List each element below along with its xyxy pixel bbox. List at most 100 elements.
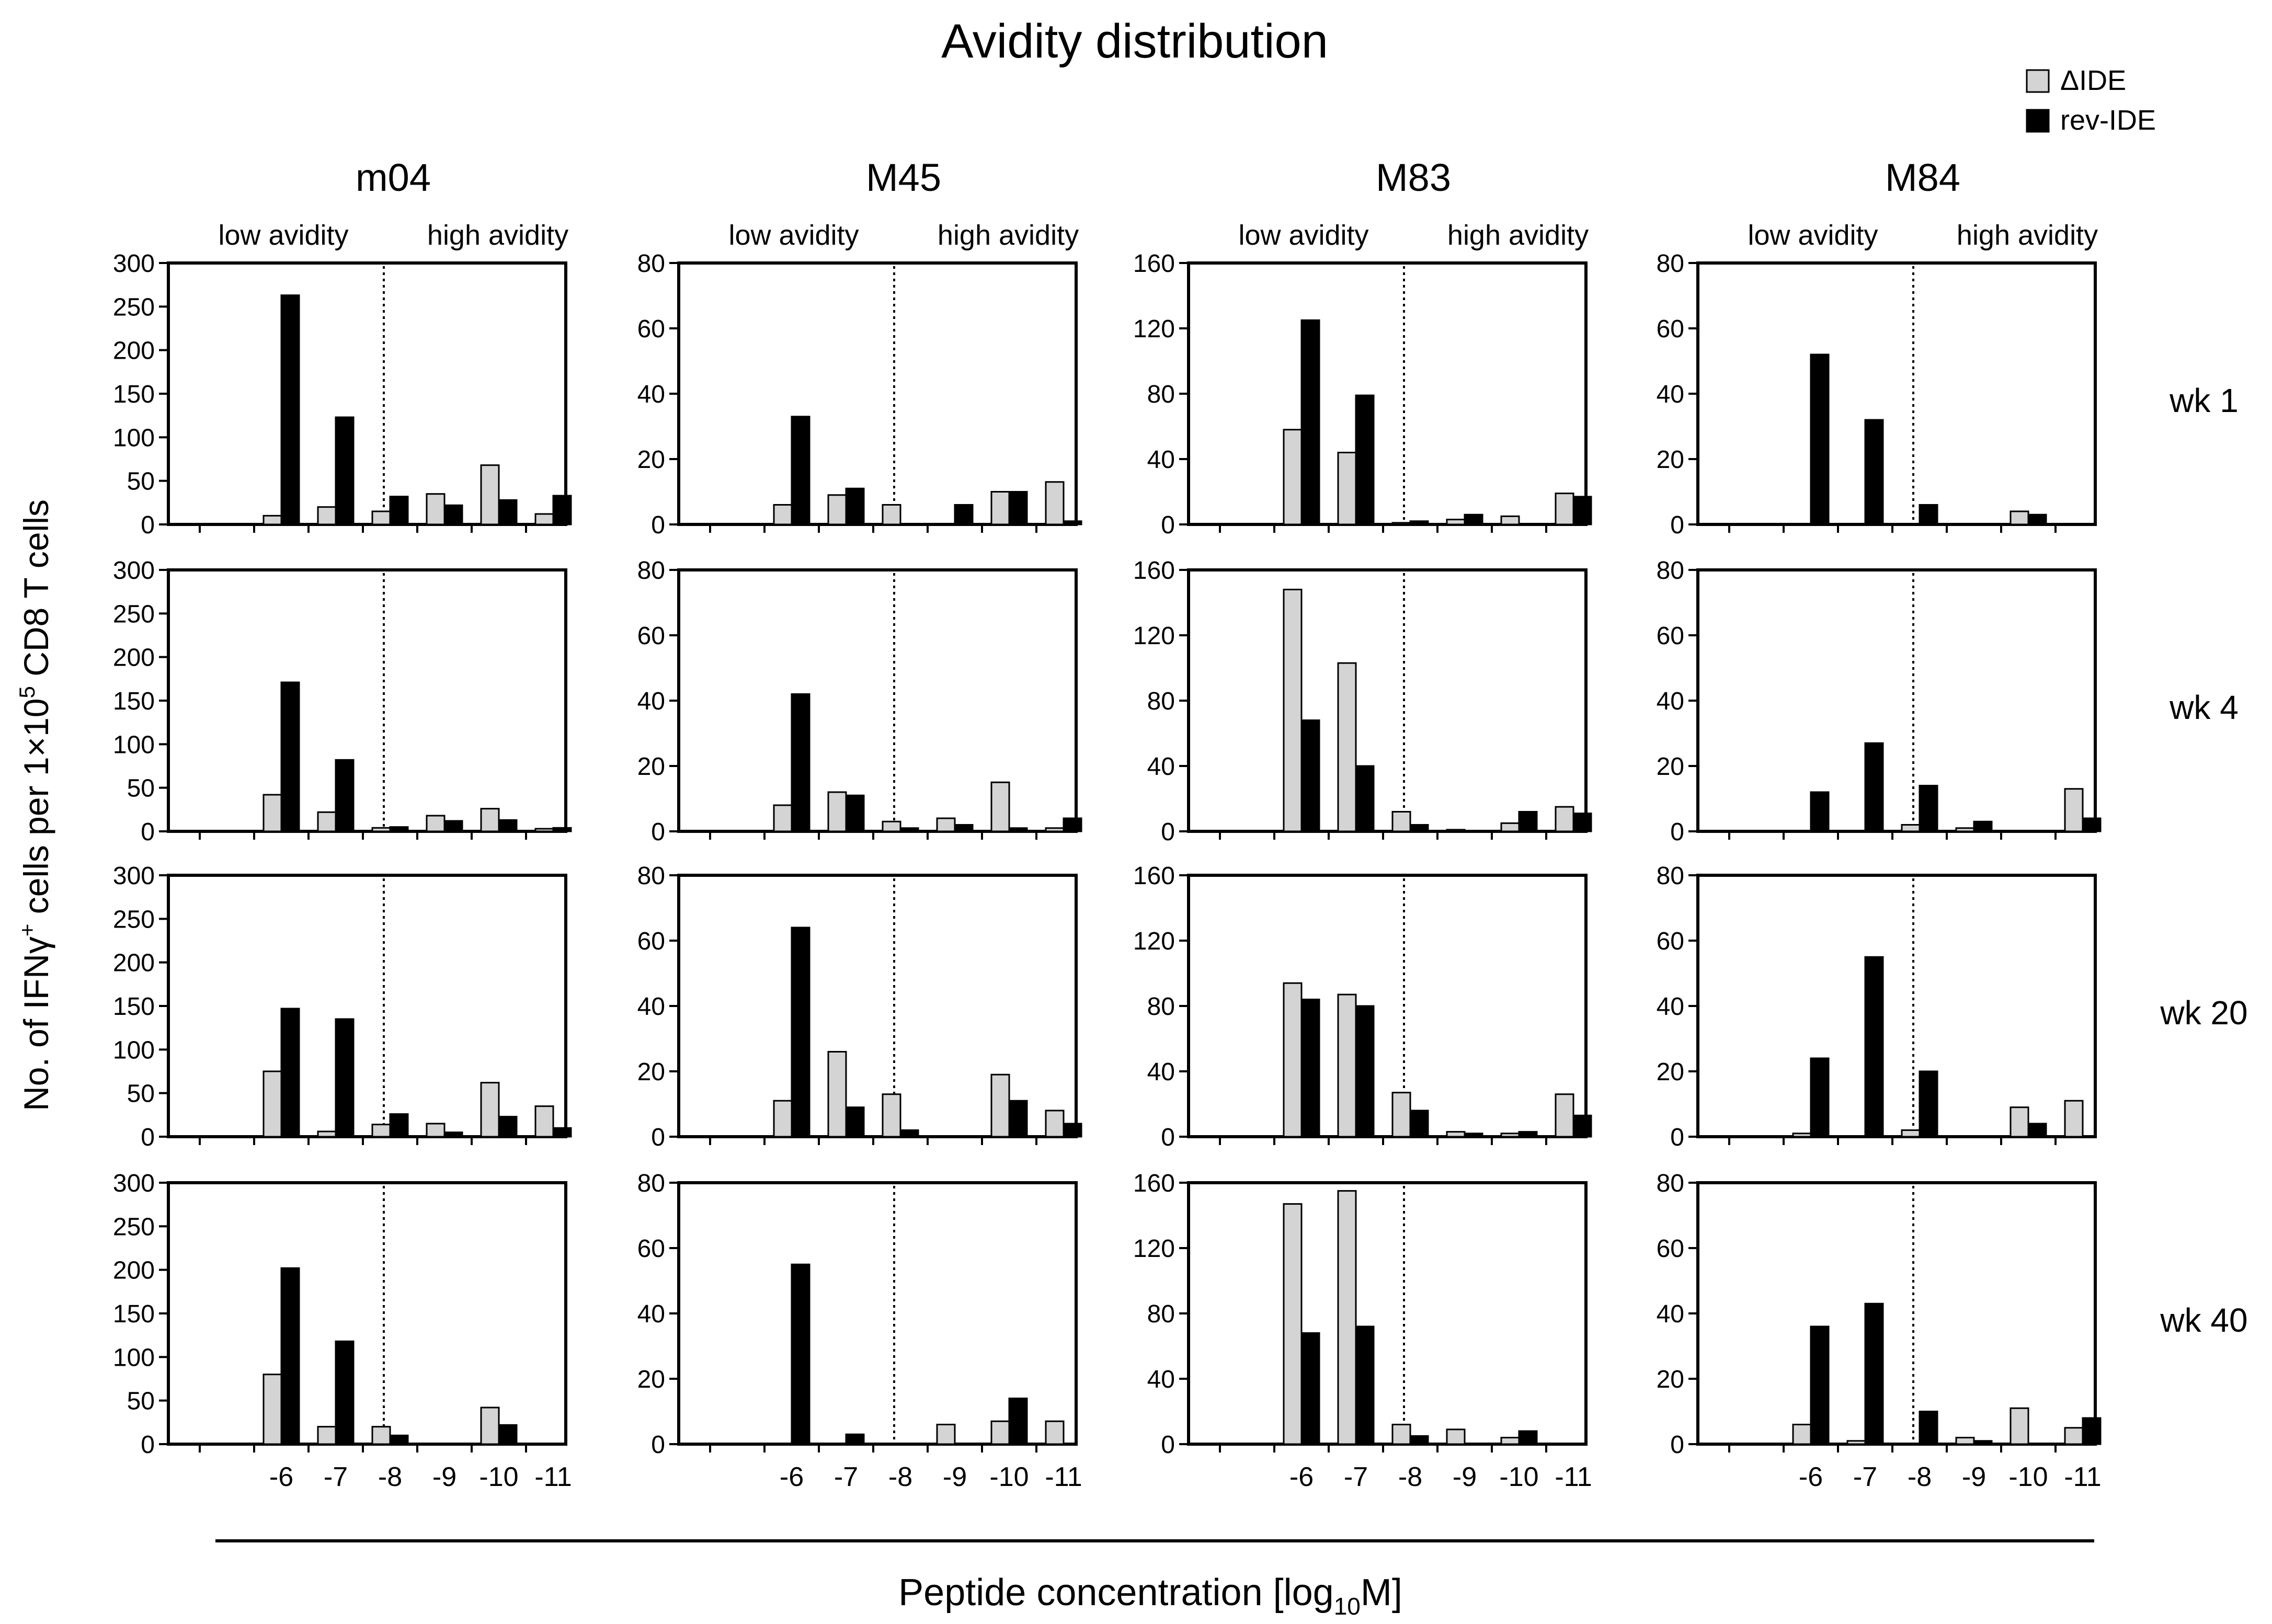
bar-rev-ide-10 — [498, 819, 518, 832]
y-tick-label: 40 — [637, 1300, 665, 1328]
bar-rev-ide-8 — [1919, 1411, 1938, 1445]
y-tick-label: 40 — [637, 381, 665, 408]
panel-frame — [167, 874, 567, 1138]
bar-delta-ide-7 — [317, 811, 337, 832]
y-tick-label: 300 — [113, 1170, 155, 1197]
bar-delta-ide-11 — [2064, 1100, 2084, 1138]
bar-delta-ide-6 — [262, 1374, 282, 1445]
bar-rev-ide-8 — [1919, 504, 1938, 525]
x-tick-label-8: -8 — [1908, 1462, 1932, 1492]
panel-frame — [677, 261, 1078, 526]
panel-frame — [1187, 261, 1588, 526]
column-title-m04: m04 — [356, 156, 431, 199]
y-tick-label: 0 — [141, 511, 155, 539]
y-tick-label: 120 — [1133, 928, 1175, 955]
bar-delta-ide-6 — [1283, 1203, 1303, 1445]
bar-rev-ide-6 — [1300, 319, 1320, 525]
x-tick-label-7: -7 — [834, 1462, 858, 1492]
bar-rev-ide-7 — [335, 416, 355, 525]
x-tick-label-9: -9 — [1453, 1462, 1477, 1492]
x-tick-label-11: -11 — [1045, 1462, 1082, 1492]
y-tick-label: 120 — [1133, 1235, 1175, 1263]
row-label-wk-4: wk 4 — [2169, 689, 2239, 726]
bar-rev-ide-10 — [1008, 491, 1028, 525]
bar-delta-ide-6 — [773, 504, 793, 525]
panel-m83-wk-40: 0 40 80 120 160 -6 -7 -8 -9 -10 -11 — [1133, 1170, 1592, 1492]
bar-rev-ide-10 — [1008, 827, 1028, 832]
bar-delta-ide-10 — [2010, 510, 2029, 525]
bar-rev-ide-7 — [845, 794, 865, 832]
bar-rev-ide-11 — [552, 1127, 572, 1138]
bar-rev-ide-8 — [1409, 1110, 1429, 1138]
x-tick-label-9: -9 — [432, 1462, 456, 1492]
bar-delta-ide-7 — [317, 1130, 337, 1138]
bar-delta-ide-11 — [1555, 806, 1574, 832]
bar-rev-ide-7 — [845, 1106, 865, 1138]
bar-delta-ide-10 — [480, 1082, 500, 1138]
bar-delta-ide-11 — [534, 513, 554, 525]
bar-rev-ide-8 — [389, 1113, 409, 1138]
bar-delta-ide-7 — [317, 506, 337, 525]
panel-frame — [1696, 568, 2097, 833]
y-tick-label: 40 — [1657, 993, 1684, 1021]
bar-rev-ide-9 — [443, 504, 463, 525]
bar-rev-ide-7 — [1355, 1325, 1375, 1445]
x-tick-label-8: -8 — [1398, 1462, 1422, 1492]
bar-delta-ide-10 — [990, 491, 1010, 525]
y-tick-label: 40 — [637, 993, 665, 1021]
row-label-wk-40: wk 40 — [2160, 1301, 2247, 1339]
y-tick-label: 60 — [637, 315, 665, 343]
bar-delta-ide-11 — [2064, 1427, 2084, 1445]
bar-delta-ide-11 — [1045, 1420, 1065, 1445]
bar-rev-ide-9 — [954, 504, 974, 525]
bar-rev-ide-7 — [1864, 1302, 1884, 1445]
y-tick-label: 150 — [113, 688, 155, 715]
bar-rev-ide-6 — [1300, 1332, 1320, 1445]
bar-rev-ide-6 — [791, 1263, 810, 1445]
column-title-m83: M83 — [1376, 156, 1451, 199]
y-tick-label: 300 — [113, 862, 155, 890]
bar-delta-ide-7 — [1337, 1190, 1357, 1445]
y-tick-label: 80 — [1147, 993, 1175, 1021]
bar-rev-ide-8 — [389, 826, 409, 832]
y-tick-label: 40 — [1147, 446, 1175, 474]
y-tick-label: 60 — [1657, 1235, 1684, 1263]
bar-rev-ide-6 — [280, 1008, 300, 1138]
y-tick-label: 20 — [637, 446, 665, 474]
y-tick-label: 80 — [1657, 1170, 1684, 1197]
panel-frame — [1696, 874, 2097, 1138]
low-avidity-label: low avidity — [218, 220, 348, 251]
bar-delta-ide-8 — [1391, 1424, 1411, 1445]
bar-delta-ide-11 — [2064, 788, 2084, 832]
y-tick-label: 20 — [1657, 753, 1684, 781]
panel-frame — [677, 874, 1078, 1138]
bar-delta-ide-8 — [1901, 1129, 1921, 1138]
bar-rev-ide-9 — [1973, 1440, 1993, 1445]
bar-delta-ide-9 — [1446, 519, 1466, 525]
y-tick-label: 40 — [637, 688, 665, 715]
x-axis-label: Peptide concentration [log10M] — [898, 1572, 1402, 1620]
y-tick-label: 80 — [1147, 381, 1175, 408]
panel-m45-wk-4: 0 20 40 60 80 — [637, 557, 1082, 846]
low-avidity-label: low avidity — [1238, 220, 1368, 251]
bar-rev-ide-6 — [791, 416, 810, 525]
bar-rev-ide-10 — [1518, 1131, 1538, 1138]
bar-delta-ide-11 — [1555, 1093, 1574, 1138]
bar-rev-ide-10 — [2027, 1123, 2047, 1138]
bar-rev-ide-8 — [389, 496, 409, 525]
y-tick-label: 250 — [113, 600, 155, 628]
y-tick-label: 40 — [1147, 1366, 1175, 1393]
bar-delta-ide-6 — [773, 804, 793, 832]
bar-delta-ide-8 — [371, 1426, 391, 1445]
x-tick-label-11: -11 — [534, 1462, 572, 1492]
y-tick-label: 50 — [127, 775, 155, 803]
bar-rev-ide-9 — [954, 824, 974, 832]
bar-delta-ide-8 — [1391, 811, 1411, 832]
high-avidity-label: high avidity — [1957, 220, 2098, 251]
x-tick-label-6: -6 — [269, 1462, 293, 1492]
bar-rev-ide-11 — [552, 495, 572, 525]
bar-rev-ide-11 — [1572, 813, 1592, 832]
high-avidity-label: high avidity — [938, 220, 1079, 251]
y-tick-label: 40 — [1657, 381, 1684, 408]
